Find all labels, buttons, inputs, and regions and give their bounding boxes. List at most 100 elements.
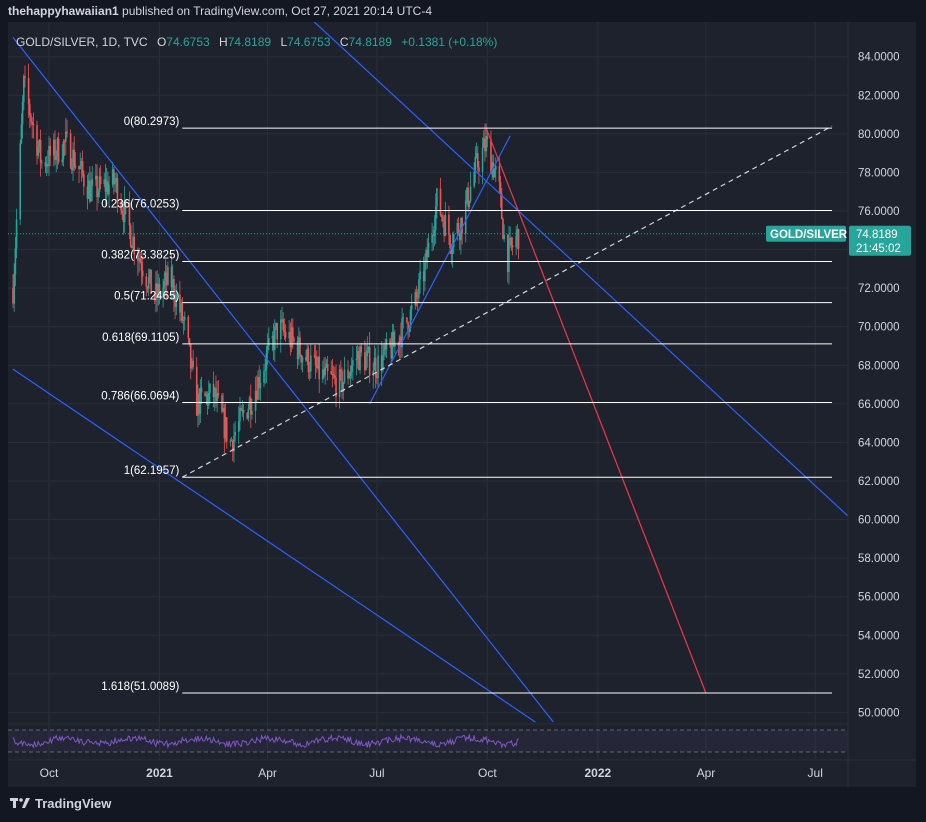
candle-body (48, 145, 50, 167)
candle-body (39, 139, 42, 163)
candle-body (290, 327, 293, 348)
candle-body (425, 249, 427, 263)
candle-body (500, 193, 503, 220)
candle-body (74, 165, 77, 168)
candle-body (147, 277, 150, 289)
legend-change: +0.1381 (+0.18%) (401, 35, 497, 49)
candle-body (15, 219, 18, 249)
candle-body (199, 387, 202, 414)
candle-body (355, 358, 358, 361)
y-tick-label: 54.0000 (858, 630, 900, 642)
candle-body (28, 103, 31, 116)
candle-body (499, 182, 502, 194)
candle-body (251, 410, 253, 415)
candle-body (47, 164, 49, 167)
candle-body (181, 303, 184, 321)
candle-body (368, 347, 371, 376)
candle-body (83, 173, 85, 187)
badge-symbol: GOLD/SILVER (770, 229, 848, 241)
candle-body (510, 237, 513, 246)
candle-body (49, 145, 52, 156)
candle-body (360, 346, 363, 353)
y-tick-label: 82.0000 (858, 90, 900, 102)
candle-body (198, 393, 200, 414)
candle-body (153, 293, 156, 301)
candle-body (54, 139, 56, 160)
candle-body (21, 102, 24, 125)
candle-body (340, 369, 342, 372)
candle-body (156, 283, 158, 297)
candle-body (481, 147, 484, 172)
y-tick-label: 50.0000 (858, 707, 900, 719)
candle-body (38, 139, 41, 148)
candle-body (179, 294, 181, 313)
time-axis[interactable]: Oct 2021 Apr Jul Oct 2022 Apr Jul (40, 766, 823, 780)
candle-body (131, 246, 133, 249)
candle-body (400, 336, 402, 348)
candle-body (259, 382, 262, 389)
fib-level-label: 0.236(76.0253) (101, 199, 179, 211)
rsi-pane[interactable] (8, 729, 848, 753)
candle-body (300, 355, 303, 363)
price-axis[interactable]: 84.000082.000080.000078.000076.000074.00… (858, 52, 900, 720)
candle-body (180, 303, 182, 313)
candle-body (13, 274, 15, 304)
author-name[interactable]: thehappyhawaiian1 (8, 4, 119, 18)
candle-body (306, 348, 309, 361)
candle-body (171, 279, 174, 288)
candle-body (432, 234, 435, 236)
candle-body (192, 360, 194, 367)
candle-body (97, 191, 100, 198)
candle-body (406, 317, 408, 323)
candle-body (271, 336, 274, 338)
y-tick-label: 68.0000 (858, 360, 900, 372)
candle-body (221, 395, 223, 412)
candle-body (415, 291, 418, 298)
candle-body (257, 376, 259, 400)
candle-body (410, 305, 413, 310)
candle-body (424, 262, 426, 282)
candle-body (195, 366, 198, 416)
tradingview-brand[interactable]: TradingView (35, 795, 112, 811)
candle-body (341, 371, 343, 392)
candle-body (175, 294, 178, 307)
candle-body (416, 297, 419, 299)
candle-body (382, 354, 384, 371)
candle-body (326, 363, 329, 372)
candle-body (30, 115, 32, 122)
price-pane[interactable]: 0(80.2973) 0.236(76.0253) 0.382(73.3825) 0.… (12, 22, 887, 723)
y-tick-label: 72.0000 (858, 283, 900, 295)
candle-body (123, 200, 126, 223)
candle-body (407, 322, 409, 332)
candle-body (398, 336, 401, 346)
candle-body (347, 369, 349, 379)
candle-body (366, 350, 369, 357)
candle-body (73, 149, 76, 168)
legend-open: 74.6753 (166, 35, 210, 49)
candle-body (314, 356, 317, 366)
candle-body (27, 77, 30, 104)
candle-body (323, 369, 325, 376)
candle-body (207, 392, 210, 406)
candle-body (99, 176, 102, 185)
blue-trendline (12, 368, 536, 723)
candle-body (263, 370, 265, 383)
candle-body (87, 180, 90, 199)
candle-body (225, 417, 228, 442)
badge-price: 74.8189 (856, 229, 898, 241)
candle-body (223, 407, 226, 439)
candle-body (502, 219, 504, 240)
candle-body (191, 360, 193, 369)
candle-body (163, 280, 166, 288)
candle-body (45, 164, 48, 167)
candle-body (509, 237, 511, 240)
candle-body (205, 394, 208, 397)
blue-trendline (12, 37, 554, 723)
candle-body (508, 239, 510, 272)
candle-body (451, 247, 454, 254)
candle-body (391, 332, 394, 359)
candle-body (468, 200, 471, 207)
candle-body (308, 371, 311, 373)
candle-body (229, 440, 232, 442)
